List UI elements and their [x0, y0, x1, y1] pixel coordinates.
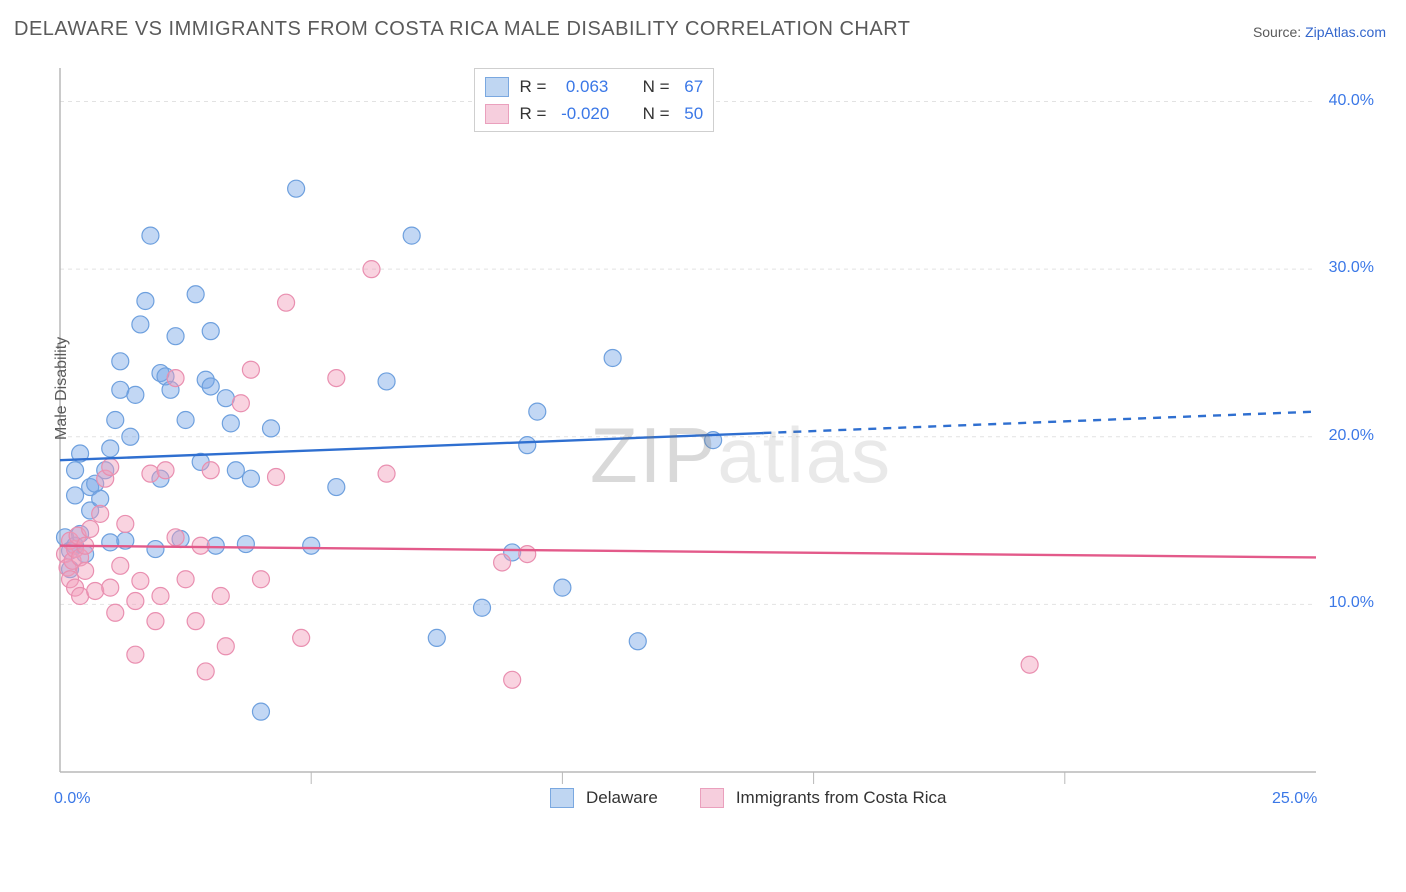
legend-r-label: R =: [519, 73, 551, 100]
legend-r-value: 0.063: [561, 73, 623, 100]
legend-swatch: [485, 104, 509, 124]
legend-correlation-row: R = 0.063 N = 67: [485, 73, 703, 100]
legend-n-label: N =: [633, 73, 674, 100]
chart-title: DELAWARE VS IMMIGRANTS FROM COSTA RICA M…: [14, 18, 911, 41]
legend-swatch: [700, 788, 724, 808]
legend-r-label: R =: [519, 100, 551, 127]
legend-n-label: N =: [633, 100, 674, 127]
plot-area: Male Disability ZIPatlas R = 0.063 N = 6…: [50, 60, 1386, 820]
y-tick-label: 30.0%: [1329, 259, 1374, 277]
legend-r-value: -0.020: [561, 100, 623, 127]
x-tick-label: 0.0%: [54, 790, 90, 808]
source-link[interactable]: ZipAtlas.com: [1305, 24, 1386, 40]
legend-swatch: [550, 788, 574, 808]
x-tick-label: 25.0%: [1272, 790, 1317, 808]
source-label: Source:: [1253, 24, 1305, 40]
legend-n-value: 50: [684, 100, 703, 127]
chart-svg: [50, 60, 1386, 820]
y-tick-label: 10.0%: [1329, 594, 1374, 612]
legend-correlation-box: R = 0.063 N = 67R = -0.020 N = 50: [474, 68, 714, 132]
legend-n-value: 67: [684, 73, 703, 100]
legend-correlation-row: R = -0.020 N = 50: [485, 100, 703, 127]
y-tick-label: 40.0%: [1329, 92, 1374, 110]
y-tick-label: 20.0%: [1329, 427, 1374, 445]
legend-series-label: Immigrants from Costa Rica: [736, 788, 947, 808]
legend-series-label: Delaware: [586, 788, 658, 808]
legend-series: Delaware Immigrants from Costa Rica: [550, 788, 976, 808]
chart-container: DELAWARE VS IMMIGRANTS FROM COSTA RICA M…: [0, 0, 1406, 892]
source-credit: Source: ZipAtlas.com: [1253, 24, 1386, 40]
legend-swatch: [485, 77, 509, 97]
y-axis-label: Male Disability: [53, 337, 71, 440]
